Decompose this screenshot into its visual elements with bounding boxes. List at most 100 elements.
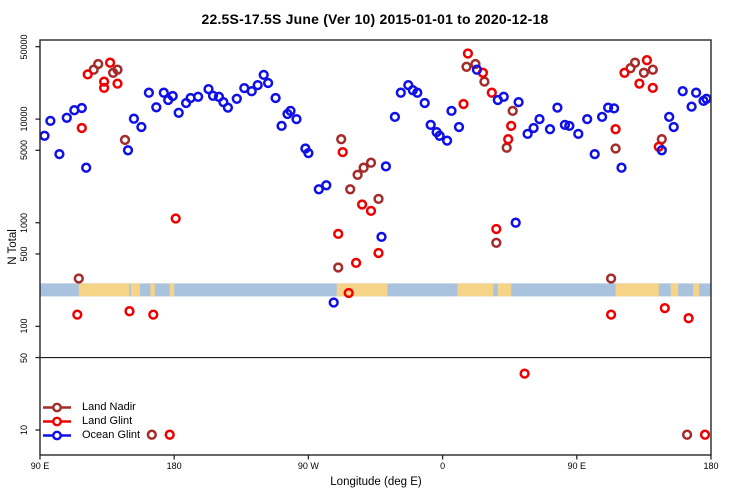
data-point (690, 87, 702, 98)
data-point (76, 122, 87, 134)
data-point (441, 135, 453, 146)
data-point (252, 79, 263, 91)
data-point (544, 124, 556, 135)
data-point (419, 97, 430, 109)
data-point (356, 199, 368, 210)
data-point (686, 101, 697, 112)
data-point (39, 130, 50, 141)
data-point (143, 87, 155, 98)
data-point (76, 102, 87, 114)
data-point (462, 48, 474, 59)
data-point (602, 102, 614, 113)
data-point (222, 102, 234, 113)
data-point (321, 180, 332, 191)
data-point (170, 213, 181, 224)
data-point (641, 55, 653, 66)
data-point (128, 113, 140, 124)
data-point (506, 120, 517, 132)
data-point (119, 134, 131, 146)
data-point (262, 77, 274, 89)
map-strip-land (169, 283, 175, 297)
data-point (98, 82, 110, 94)
map-strip-land (457, 283, 494, 297)
data-point (458, 98, 469, 110)
data-point (246, 86, 257, 97)
data-point (81, 162, 92, 173)
data-point (136, 121, 147, 133)
data-point (373, 247, 384, 259)
data-point (164, 429, 175, 440)
data-point (434, 130, 445, 141)
data-point (629, 57, 641, 68)
y-tick-label: 500 (19, 246, 29, 262)
data-point (337, 146, 348, 158)
map-strip-land (78, 283, 130, 297)
data-point (328, 297, 339, 308)
data-point (93, 58, 104, 70)
data-point (589, 148, 600, 160)
legend-item-land-glint: Land Glint (42, 415, 140, 428)
x-tick-label: 90 E (30, 461, 50, 471)
data-point (470, 58, 481, 70)
ocean-glint-marker-icon (43, 430, 71, 441)
data-point (151, 102, 162, 113)
data-point (291, 113, 302, 125)
data-point (395, 87, 406, 98)
data-point (486, 87, 497, 98)
data-point (699, 429, 711, 440)
data-point (616, 162, 627, 173)
data-point (634, 78, 645, 89)
data-point (503, 134, 514, 145)
data-point (82, 69, 93, 80)
legend-label: Ocean Glint (82, 429, 141, 441)
legend-item-ocean-glint: Ocean Glint (42, 429, 140, 442)
data-point (501, 142, 512, 153)
data-point (608, 103, 620, 114)
data-point (559, 119, 571, 131)
map-strip-land (150, 283, 155, 297)
map-strip-land (130, 283, 140, 297)
y-tick-label: 10000 (19, 106, 29, 132)
data-point (158, 87, 169, 98)
data-point (610, 124, 621, 135)
map-strip-land (497, 283, 512, 297)
data-point (333, 262, 344, 273)
data-point (192, 91, 204, 102)
chart-title: 22.5S-17.5S June (Ver 10) 2015-01-01 to … (201, 11, 549, 27)
plot-frame (35, 39, 712, 460)
data-point (461, 61, 472, 72)
data-point (73, 273, 84, 284)
data-point (605, 273, 617, 284)
map-strip-land (615, 283, 659, 297)
data-point (61, 112, 72, 123)
data-point (647, 64, 658, 75)
data-point (619, 67, 630, 78)
map-strip-land (693, 283, 700, 297)
land-glint-marker-icon (43, 416, 71, 427)
y-tick-label: 50 (19, 352, 29, 363)
data-point (124, 306, 135, 317)
legend-label: Land Nadir (82, 401, 136, 413)
data-point (522, 128, 533, 140)
data-point (122, 145, 134, 156)
x-tick-label: 90 W (297, 461, 319, 471)
x-tick-label: 90 E (567, 461, 587, 471)
data-point (54, 148, 65, 160)
data-point (333, 228, 344, 240)
data-point (389, 111, 401, 123)
map-strip (40, 283, 711, 297)
data-point (350, 257, 362, 269)
data-point (491, 223, 502, 235)
data-point (270, 92, 281, 104)
data-point (336, 134, 347, 145)
data-point (659, 302, 670, 314)
data-point (513, 96, 524, 108)
data-point (365, 205, 377, 217)
data-point (573, 128, 584, 140)
data-point (173, 107, 184, 118)
y-tick-label: 100 (19, 318, 29, 334)
x-tick-label: 0 (440, 461, 446, 471)
data-point (668, 121, 679, 133)
map-strip-land (336, 283, 388, 297)
